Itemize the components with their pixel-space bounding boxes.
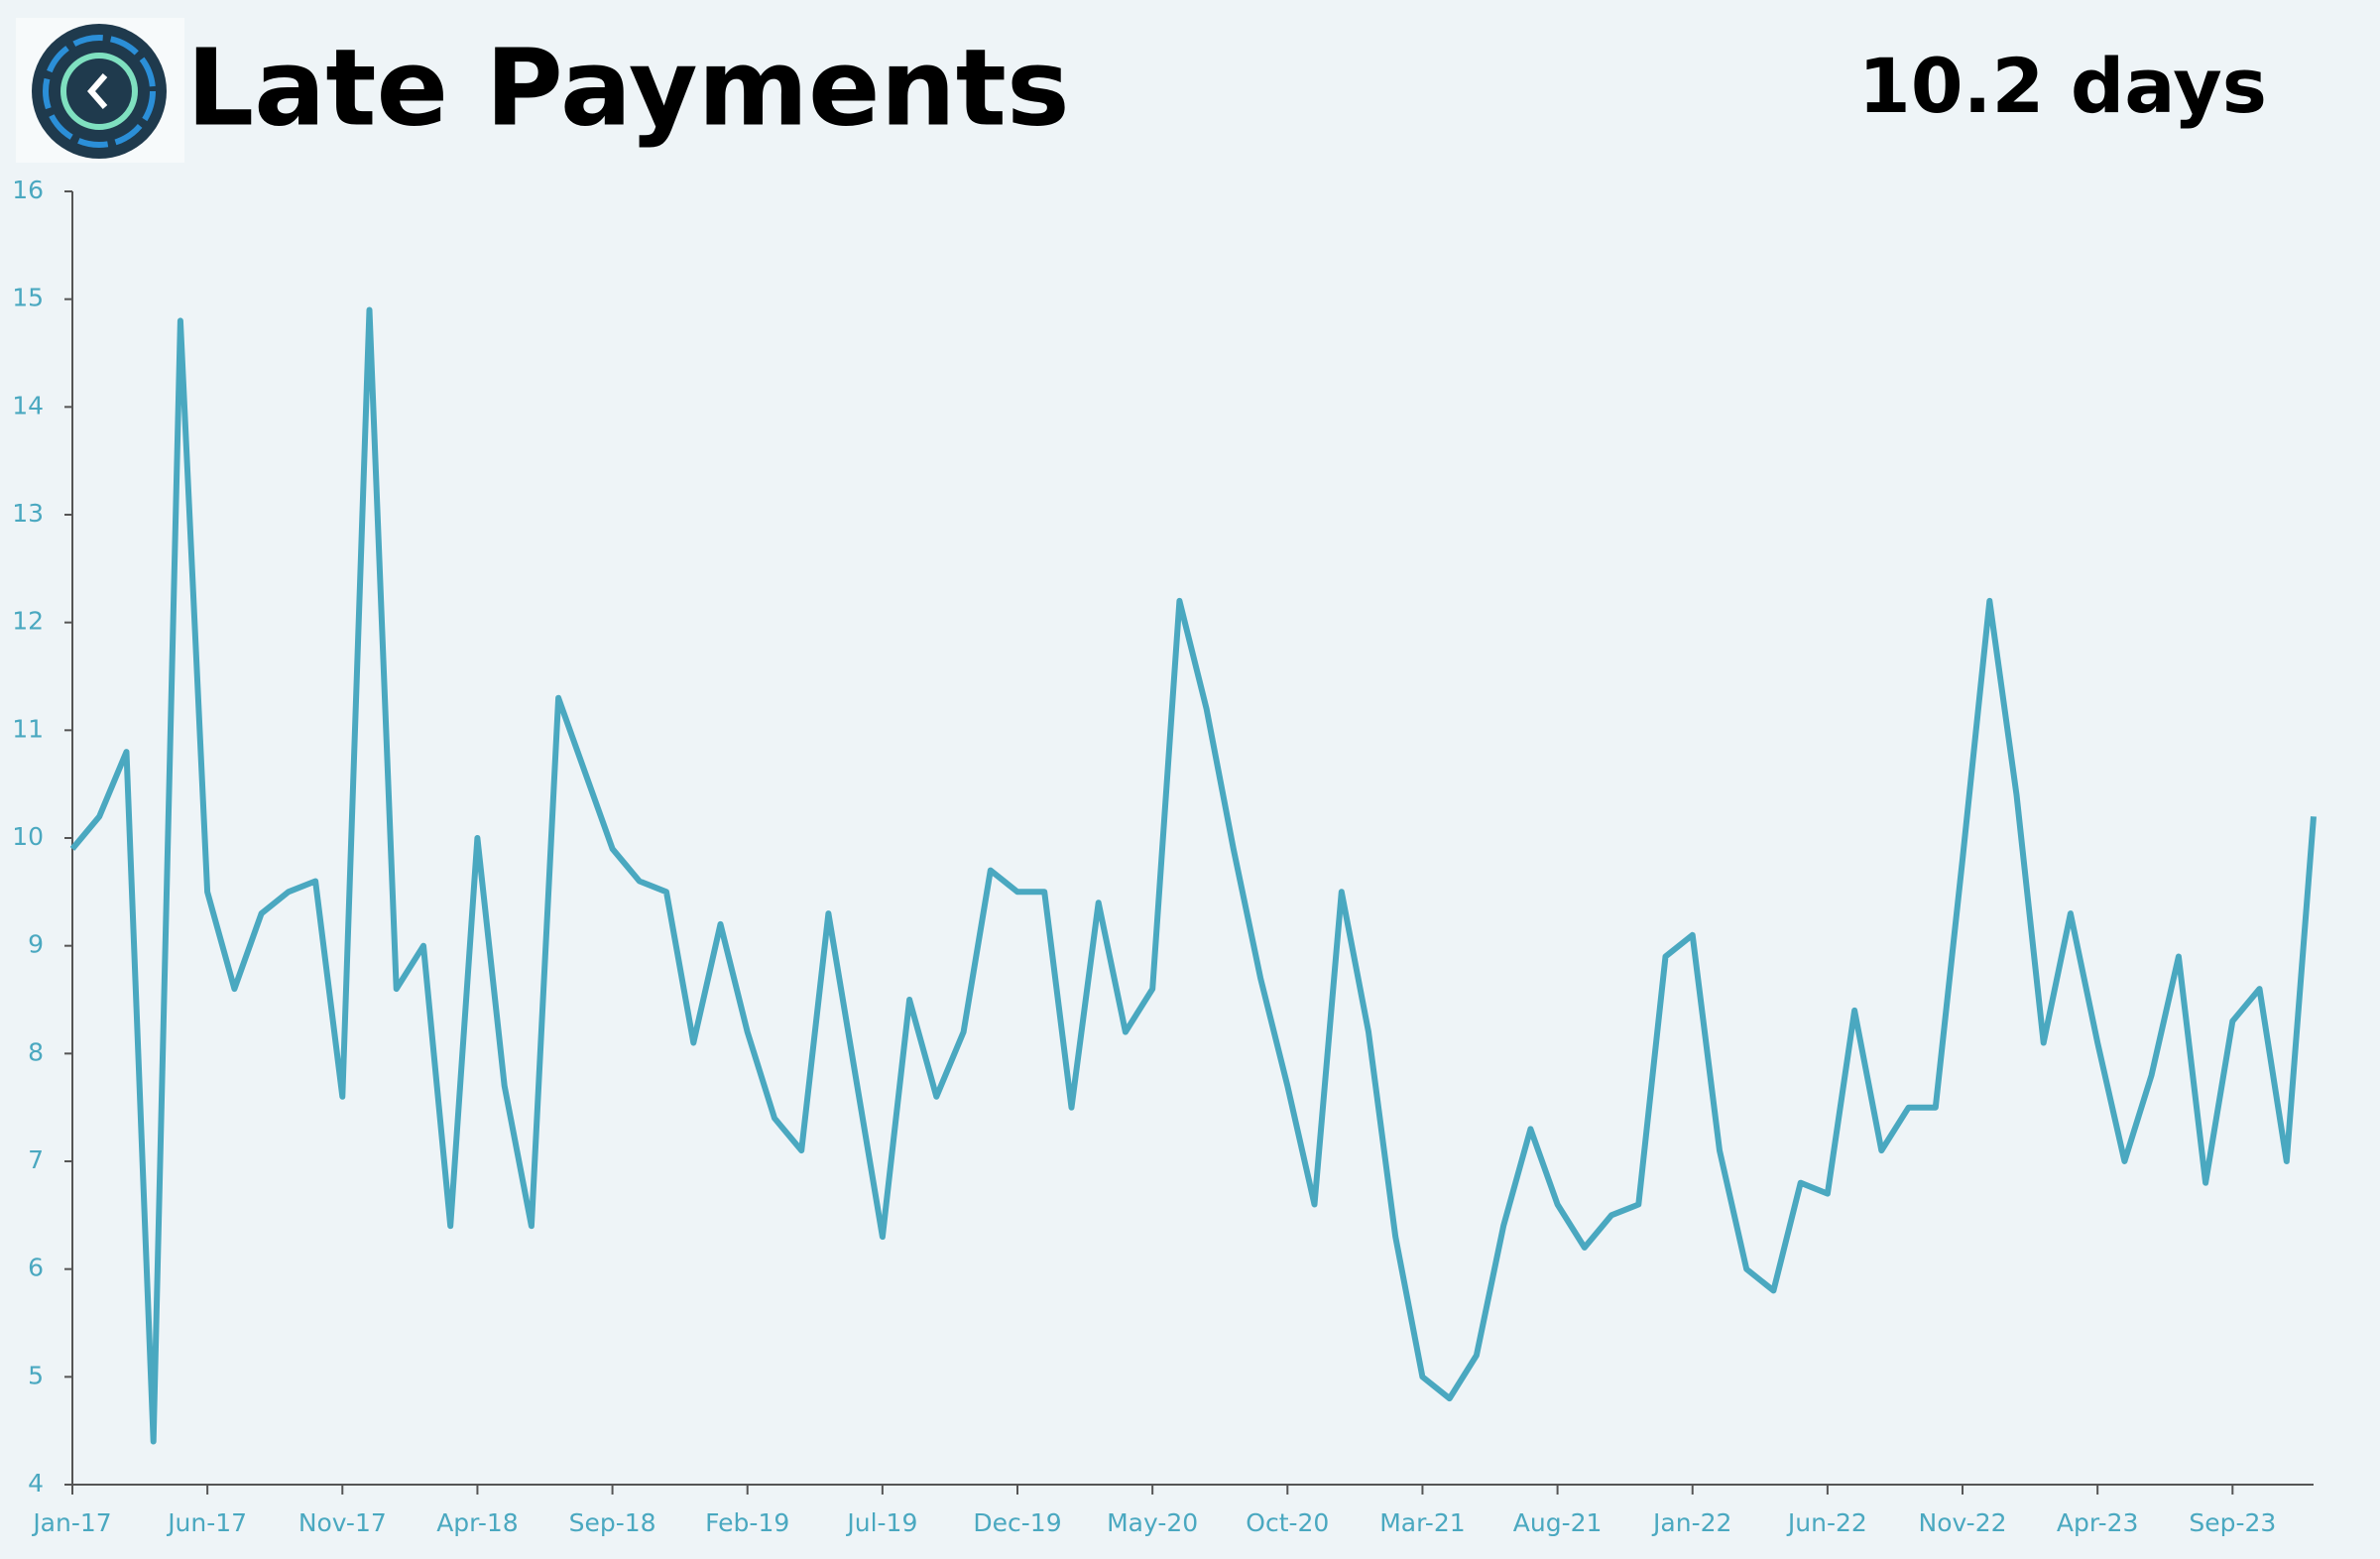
x-tick-label: Jan-22	[1651, 1508, 1731, 1537]
line	[69, 306, 2317, 1445]
y-tick-label: 15	[12, 284, 44, 312]
chart-title: Late Payments	[186, 27, 1070, 150]
x-tick-label: Nov-22	[1919, 1508, 2007, 1537]
y-tick-label: 13	[12, 499, 44, 528]
y-tick-label: 14	[12, 391, 44, 420]
y-tick-label: 11	[12, 714, 44, 743]
x-tick-label: Dec-19	[973, 1508, 1061, 1537]
x-tick-label: Oct-20	[1246, 1508, 1329, 1537]
x-tick-label: Aug-21	[1513, 1508, 1603, 1537]
x-tick-label: Apr-18	[436, 1508, 518, 1537]
x-tick-label: May-20	[1107, 1508, 1198, 1537]
x-tick-label: Mar-21	[1379, 1508, 1465, 1537]
y-tick-label: 7	[28, 1145, 44, 1174]
x-tick-label: Sep-18	[569, 1508, 656, 1537]
logo	[16, 18, 184, 163]
x-tick-label: Feb-19	[705, 1508, 789, 1537]
x-tick-label: Apr-23	[2057, 1508, 2138, 1537]
x-tick-label: Jan-17	[31, 1508, 111, 1537]
x-tick-label: Jun-17	[166, 1508, 247, 1537]
y-tick-label: 10	[12, 822, 44, 851]
y-tick-label: 6	[28, 1254, 44, 1282]
x-tick-label: Nov-17	[298, 1508, 387, 1537]
kpi-value: 10.2 days	[1858, 42, 2267, 130]
x-tick-label: Sep-23	[2189, 1508, 2276, 1537]
x-tick-label: Jul-19	[845, 1508, 917, 1537]
y-tick-label: 8	[28, 1037, 44, 1066]
y-tick-label: 12	[12, 607, 44, 636]
y-tick-label: 16	[12, 176, 44, 204]
x-tick-label: Jun-22	[1786, 1508, 1867, 1537]
y-tick-label: 4	[28, 1469, 44, 1498]
y-tick-label: 5	[28, 1361, 44, 1389]
y-tick-label: 9	[28, 930, 44, 959]
